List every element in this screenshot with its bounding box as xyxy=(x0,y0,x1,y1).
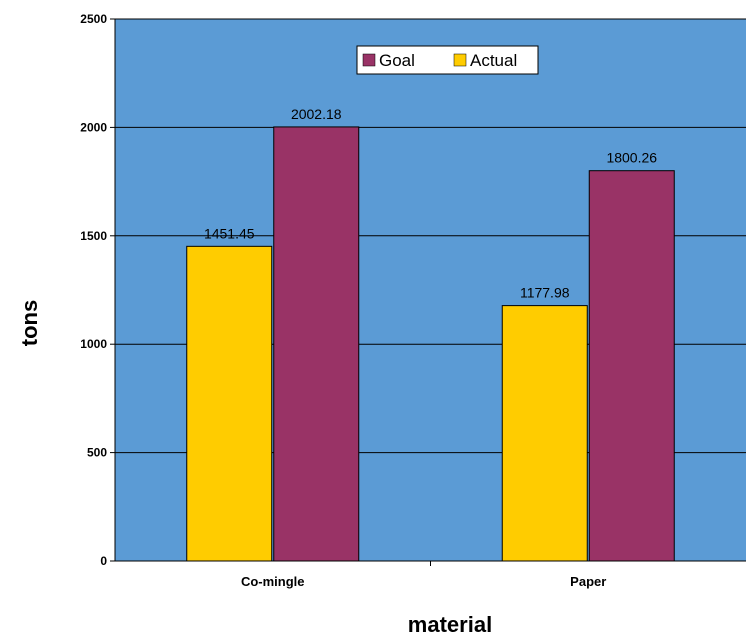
legend-label-goal: Goal xyxy=(379,51,415,70)
x-axis-title: material xyxy=(408,612,492,636)
bar-goal-co-mingle xyxy=(273,126,360,562)
y-axis-ticks: 0 500 1000 1500 2000 2500 xyxy=(80,12,115,568)
data-labels: 1451.45 2002.18 1177.98 1800.26 xyxy=(204,106,657,301)
y-tick-label: 0 xyxy=(100,554,107,568)
legend-swatch-goal xyxy=(362,53,376,67)
bars xyxy=(186,126,675,562)
legend-label-actual: Actual xyxy=(470,51,517,70)
data-label: 1177.98 xyxy=(520,285,570,301)
data-label: 1800.26 xyxy=(606,150,657,166)
bar-actual-co-mingle xyxy=(186,245,273,562)
bar-actual-paper xyxy=(501,305,588,562)
legend-swatch-actual xyxy=(453,53,467,67)
legend: Goal Actual xyxy=(356,45,539,75)
y-tick-label: 500 xyxy=(87,446,107,460)
data-label: 1451.45 xyxy=(204,225,255,241)
x-tick-label: Co-mingle xyxy=(241,574,305,589)
data-label: 2002.18 xyxy=(291,106,342,122)
x-tick-label: Paper xyxy=(570,574,606,589)
bar-goal-paper xyxy=(588,170,675,562)
y-axis-title: tons xyxy=(17,300,42,346)
y-tick-label: 1000 xyxy=(80,337,107,351)
y-tick-label: 1500 xyxy=(80,229,107,243)
y-tick-label: 2500 xyxy=(80,12,107,26)
legend-box xyxy=(356,45,539,75)
y-tick-label: 2000 xyxy=(80,120,107,134)
x-axis-ticks: Co-mingle Paper xyxy=(241,561,606,589)
